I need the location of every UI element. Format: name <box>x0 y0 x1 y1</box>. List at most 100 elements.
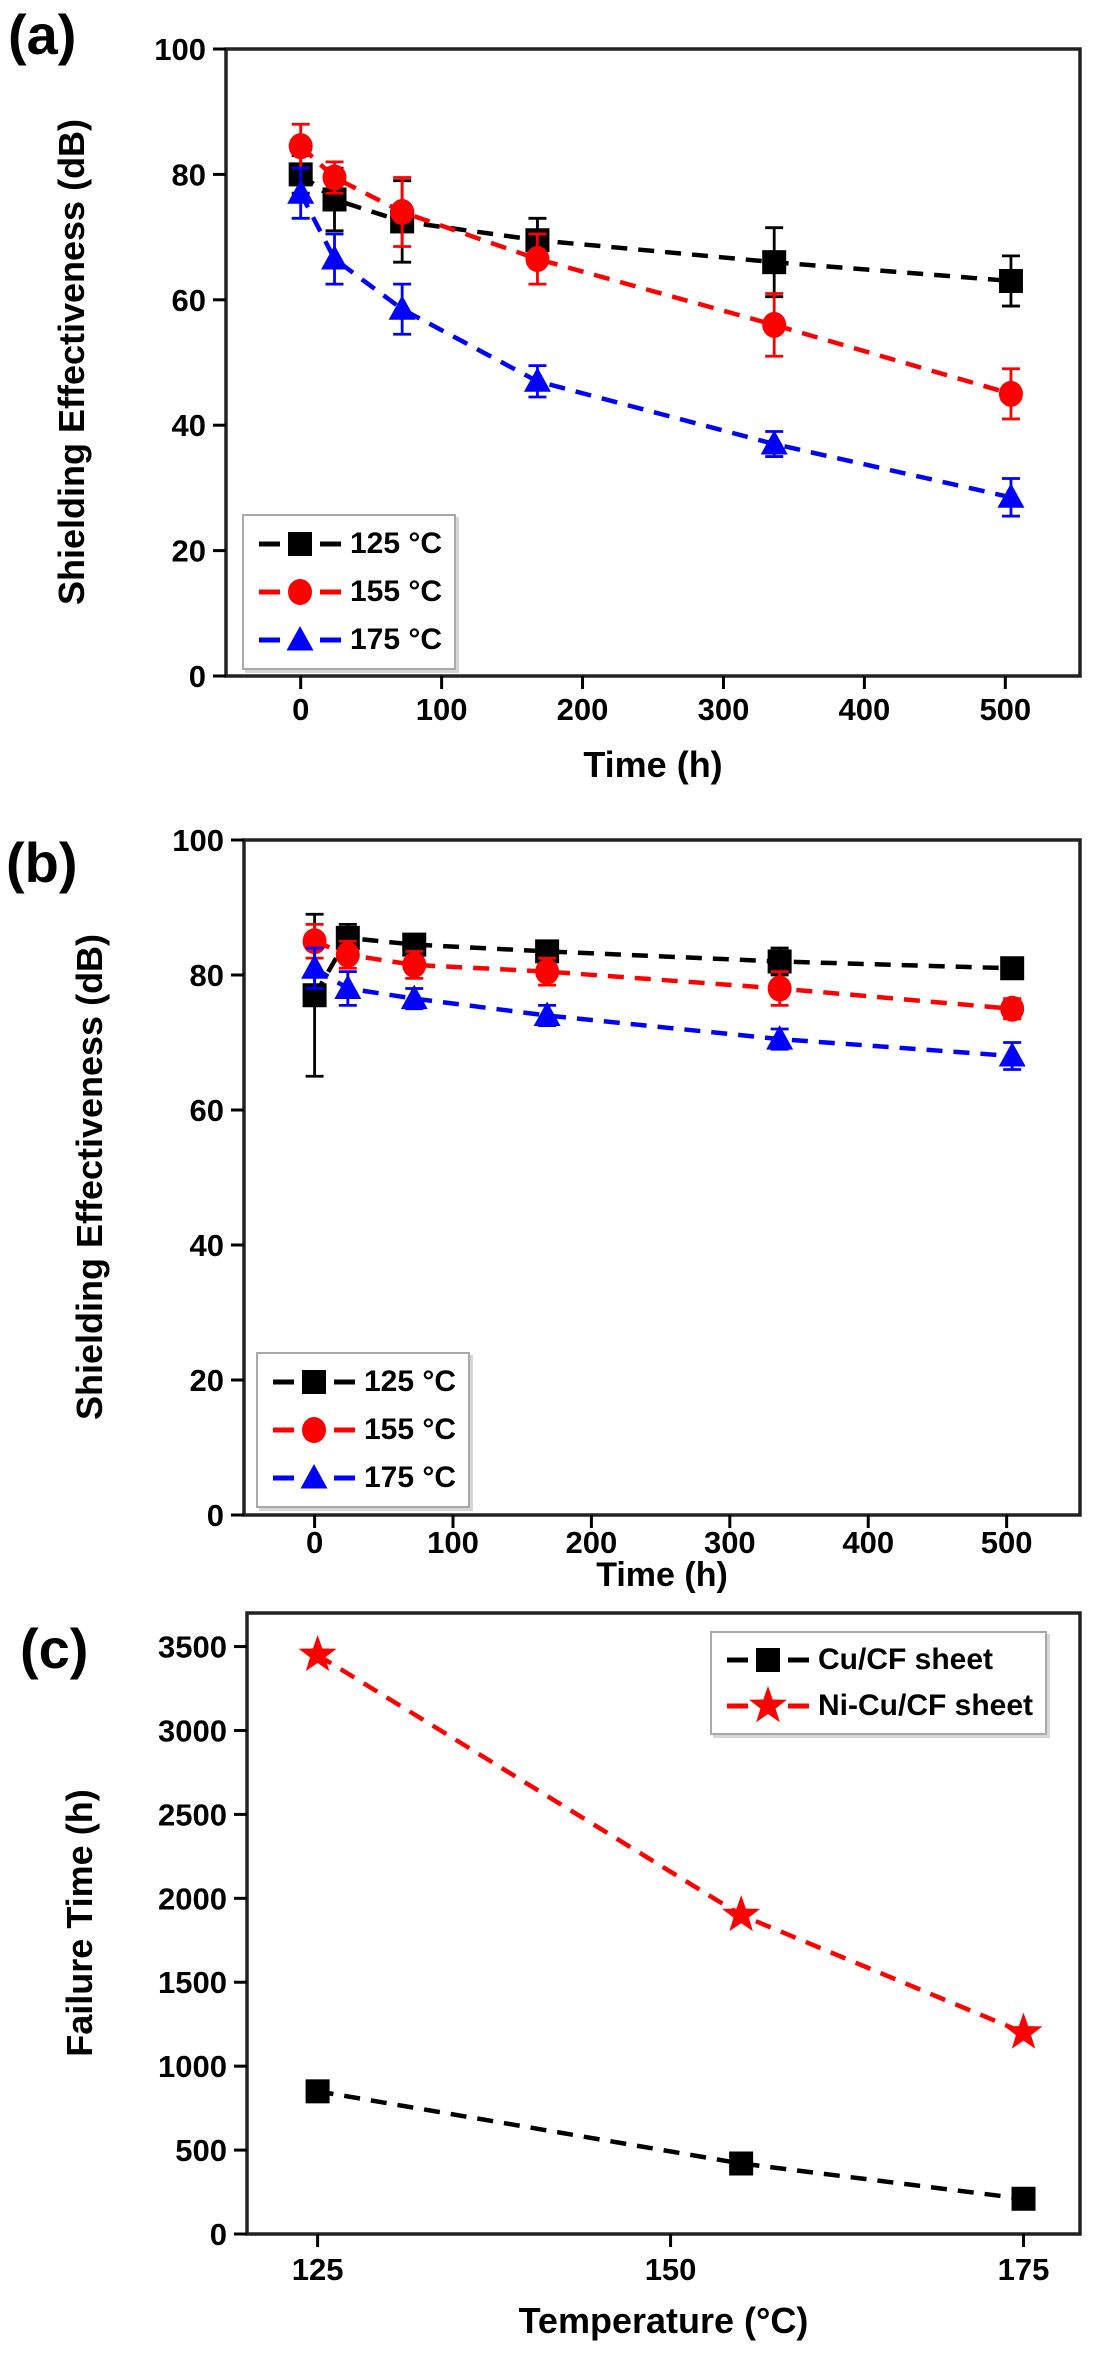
star-marker-icon <box>749 1686 787 1723</box>
triangle-marker-icon <box>287 179 315 204</box>
chart-c-frame <box>245 1611 1082 2236</box>
square-marker-icon <box>305 2079 330 2104</box>
legend-label: 175 °C <box>364 1461 457 1494</box>
y-tick-label: 3500 <box>158 1630 227 1665</box>
y-tick-label: 0 <box>189 659 206 694</box>
chart-a-legend: 125 °C 155 °C 175 °C <box>242 514 457 670</box>
star-marker-icon <box>1004 2012 1043 2049</box>
y-tick-label: 40 <box>172 408 206 443</box>
y-tick-label: 0 <box>207 1498 224 1533</box>
triangle-marker-icon <box>533 1001 561 1026</box>
triangle-marker-icon <box>334 974 362 999</box>
legend-label: 175 °C <box>350 623 443 656</box>
square-marker-icon <box>302 1370 326 1394</box>
panel-label-a: (a) <box>8 3 77 66</box>
chart-a-y-axis-title: Shielding Effectiveness (dB) <box>51 118 92 606</box>
legend-label: 155 °C <box>364 1413 457 1446</box>
square-marker-icon <box>1000 956 1025 981</box>
x-tick-label: 400 <box>839 692 891 727</box>
square-marker-icon <box>1011 2186 1036 2211</box>
y-tick-label: 2500 <box>158 1797 227 1832</box>
square-marker-icon <box>762 250 787 275</box>
circle-marker-icon <box>402 951 427 978</box>
triangle-marker-icon <box>273 1464 355 1489</box>
x-tick-label: 300 <box>704 1525 756 1560</box>
triangle-marker-icon <box>760 430 788 455</box>
y-tick-label: 100 <box>172 823 224 858</box>
legend-label: Cu/CF sheet <box>818 1643 994 1676</box>
circle-marker-icon <box>998 380 1023 407</box>
triangle-marker-icon <box>259 626 341 651</box>
chart-c-plot: 125 150 175 0 500 1000 1500 2000 2500 3000 3500 <box>158 1611 1082 2287</box>
x-tick-label: 175 <box>998 2252 1050 2287</box>
legend-label: 125 °C <box>350 527 443 560</box>
x-tick-label: 200 <box>566 1525 618 1560</box>
x-tick-label: 500 <box>979 692 1031 727</box>
y-tick-label: 1000 <box>158 2049 227 2084</box>
x-tick-label: 300 <box>698 692 750 727</box>
triangle-marker-icon <box>766 1025 794 1050</box>
chart-b-y-axis-title: Shielding Effectiveness (dB) <box>69 933 110 1421</box>
square-marker-icon <box>767 949 792 974</box>
triangle-marker-icon <box>286 626 314 651</box>
legend-label: 125 °C <box>364 1365 457 1398</box>
circle-marker-icon <box>288 133 313 160</box>
panel-label-c: (c) <box>20 1617 89 1680</box>
x-tick-label: 0 <box>306 1525 323 1560</box>
triangle-marker-icon <box>998 1042 1026 1067</box>
circle-marker-icon <box>259 579 341 605</box>
legend-entry-155-c: 155 °C <box>270 1406 456 1454</box>
legend-entry-cu-cf-sheet: Cu/CF sheet <box>724 1637 1033 1683</box>
square-marker-icon <box>998 268 1023 293</box>
circle-marker-icon <box>767 975 792 1002</box>
square-marker-icon <box>273 1370 355 1394</box>
x-tick-label: 100 <box>416 692 468 727</box>
x-tick-label: 150 <box>645 2252 697 2287</box>
chart-c-legend: Cu/CF sheet Ni-Cu/CF sheet <box>710 1631 1048 1735</box>
legend-entry-175-c: 175 °C <box>256 616 442 664</box>
x-tick-label: 125 <box>292 2252 344 2287</box>
y-tick-label: 500 <box>175 2133 227 2168</box>
chart-b-series-175-c <box>301 946 1026 1071</box>
x-tick-label: 100 <box>427 1525 479 1560</box>
chart-b-plot: 0 100 200 300 400 500 0 20 40 60 80 100 <box>172 823 1082 1560</box>
y-tick-label: 0 <box>210 2217 227 2252</box>
circle-marker-icon <box>525 246 550 273</box>
y-tick-label: 3000 <box>158 1713 227 1748</box>
series-line <box>317 2089 1024 2202</box>
circle-marker-icon <box>288 579 312 605</box>
circle-marker-icon <box>273 1417 355 1443</box>
y-tick-label: 60 <box>172 283 206 318</box>
circle-marker-icon <box>535 958 560 985</box>
triangle-marker-icon <box>301 954 329 979</box>
y-tick-label: 20 <box>172 534 206 569</box>
circle-marker-icon <box>322 164 347 191</box>
circle-marker-icon <box>335 941 360 968</box>
legend-entry-155-c: 155 °C <box>256 568 442 616</box>
square-marker-icon <box>259 532 341 556</box>
circle-marker-icon <box>302 1417 326 1443</box>
y-tick-label: 40 <box>190 1228 224 1263</box>
star-marker-icon <box>722 1895 761 1932</box>
legend-label: 155 °C <box>350 575 443 608</box>
triangle-marker-icon <box>523 367 551 392</box>
chart-a-series-175-c <box>287 166 1025 518</box>
y-tick-label: 60 <box>190 1093 224 1128</box>
y-tick-label: 20 <box>190 1363 224 1398</box>
chart-c-series-cu-cf-sheet <box>305 2079 1036 2211</box>
legend-entry-175-c: 175 °C <box>270 1454 456 1502</box>
circle-marker-icon <box>1000 995 1025 1022</box>
x-tick-label: 0 <box>292 692 309 727</box>
circle-marker-icon <box>390 199 415 226</box>
x-tick-label: 500 <box>981 1525 1033 1560</box>
star-marker-icon <box>298 1635 337 1672</box>
triangle-marker-icon <box>388 295 416 320</box>
circle-marker-icon <box>762 311 787 338</box>
chart-a-frame <box>224 47 1082 678</box>
chart-c-series-ni-cu-cf-sheet <box>298 1635 1043 2049</box>
star-marker-icon <box>727 1686 809 1723</box>
series-line <box>298 192 1012 500</box>
x-tick-label: 200 <box>557 692 609 727</box>
